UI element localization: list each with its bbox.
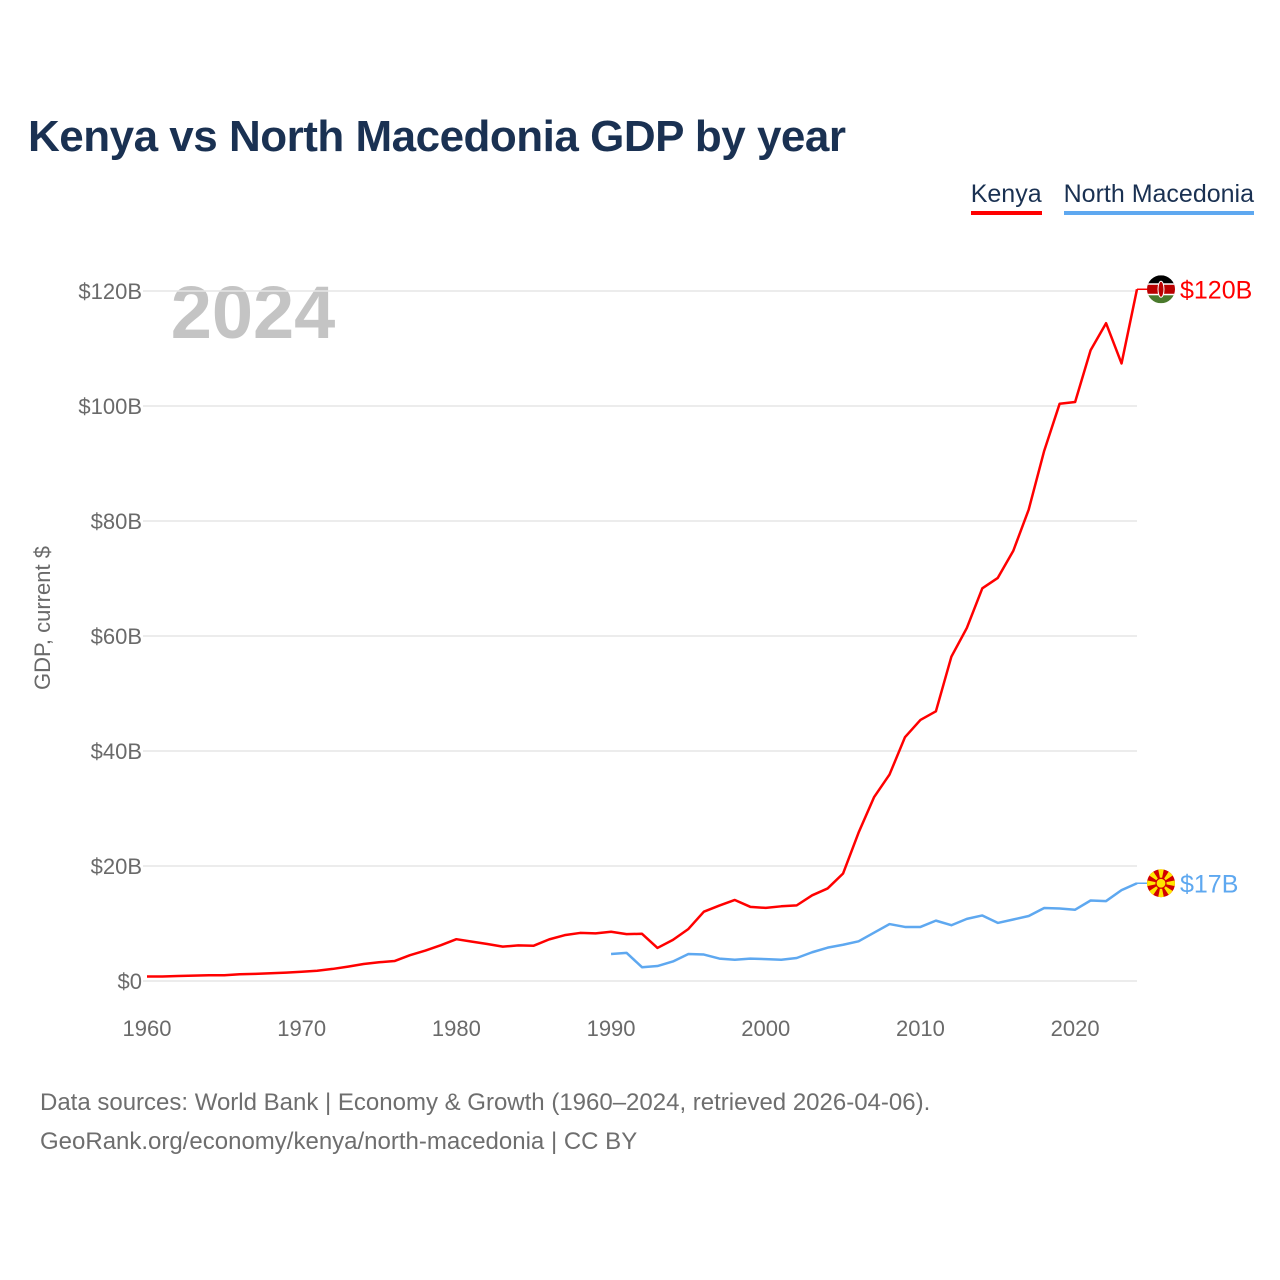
flag-ray bbox=[1161, 879, 1175, 888]
flag-ray bbox=[1157, 883, 1165, 898]
flag-ray bbox=[1147, 879, 1161, 888]
flag-shield bbox=[1157, 280, 1165, 298]
flag-body bbox=[1147, 869, 1175, 898]
y-tick-label: $120B bbox=[78, 279, 142, 304]
flag-sun bbox=[1155, 877, 1167, 889]
y-tick-label: $60B bbox=[91, 624, 142, 649]
end-value-label-north-macedonia: $17B bbox=[1180, 870, 1238, 898]
flag-body bbox=[1147, 275, 1175, 304]
legend-item-kenya[interactable]: Kenya bbox=[970, 180, 1042, 215]
end-value-label-kenya: $120B bbox=[1180, 276, 1252, 304]
x-tick-label: 1960 bbox=[123, 1016, 172, 1041]
footer: Data sources: World Bank | Economy & Gro… bbox=[40, 1083, 930, 1161]
y-tick-label: $40B bbox=[91, 739, 142, 764]
year-watermark: 2024 bbox=[171, 271, 336, 354]
y-tick-label: $20B bbox=[91, 854, 142, 879]
kenya-flag-icon bbox=[1147, 275, 1175, 304]
north-macedonia-flag-icon bbox=[1147, 869, 1175, 898]
chart-title: Kenya vs North Macedonia GDP by year bbox=[28, 112, 846, 161]
source-link[interactable]: GeoRank.org/economy/kenya/north-macedoni… bbox=[40, 1128, 638, 1155]
x-tick-label: 2010 bbox=[896, 1016, 945, 1041]
x-tick-label: 2020 bbox=[1051, 1016, 1100, 1041]
series-line-kenya bbox=[147, 289, 1139, 978]
legend: Kenya North Macedonia bbox=[970, 180, 1254, 215]
flag-ray bbox=[1157, 869, 1165, 884]
y-tick-label: $80B bbox=[91, 509, 142, 534]
x-tick-label: 1980 bbox=[432, 1016, 481, 1041]
y-tick-label: $0 bbox=[118, 969, 142, 994]
flag-stripe bbox=[1147, 294, 1175, 304]
x-tick-label: 2000 bbox=[741, 1016, 790, 1041]
y-axis-label: GDP, current $ bbox=[30, 546, 55, 690]
source-note: Data sources: World Bank | Economy & Gro… bbox=[40, 1089, 931, 1116]
y-tick-label: $100B bbox=[78, 394, 142, 419]
x-tick-label: 1990 bbox=[587, 1016, 636, 1041]
series-line-north-macedonia bbox=[610, 882, 1138, 969]
legend-item-north-macedonia[interactable]: North Macedonia bbox=[1063, 180, 1254, 215]
flag-stripe bbox=[1147, 275, 1175, 285]
x-tick-label: 1970 bbox=[277, 1016, 326, 1041]
